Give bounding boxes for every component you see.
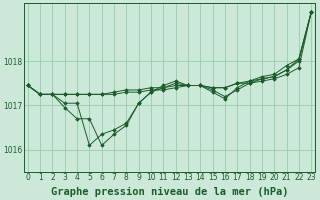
- X-axis label: Graphe pression niveau de la mer (hPa): Graphe pression niveau de la mer (hPa): [51, 186, 288, 197]
